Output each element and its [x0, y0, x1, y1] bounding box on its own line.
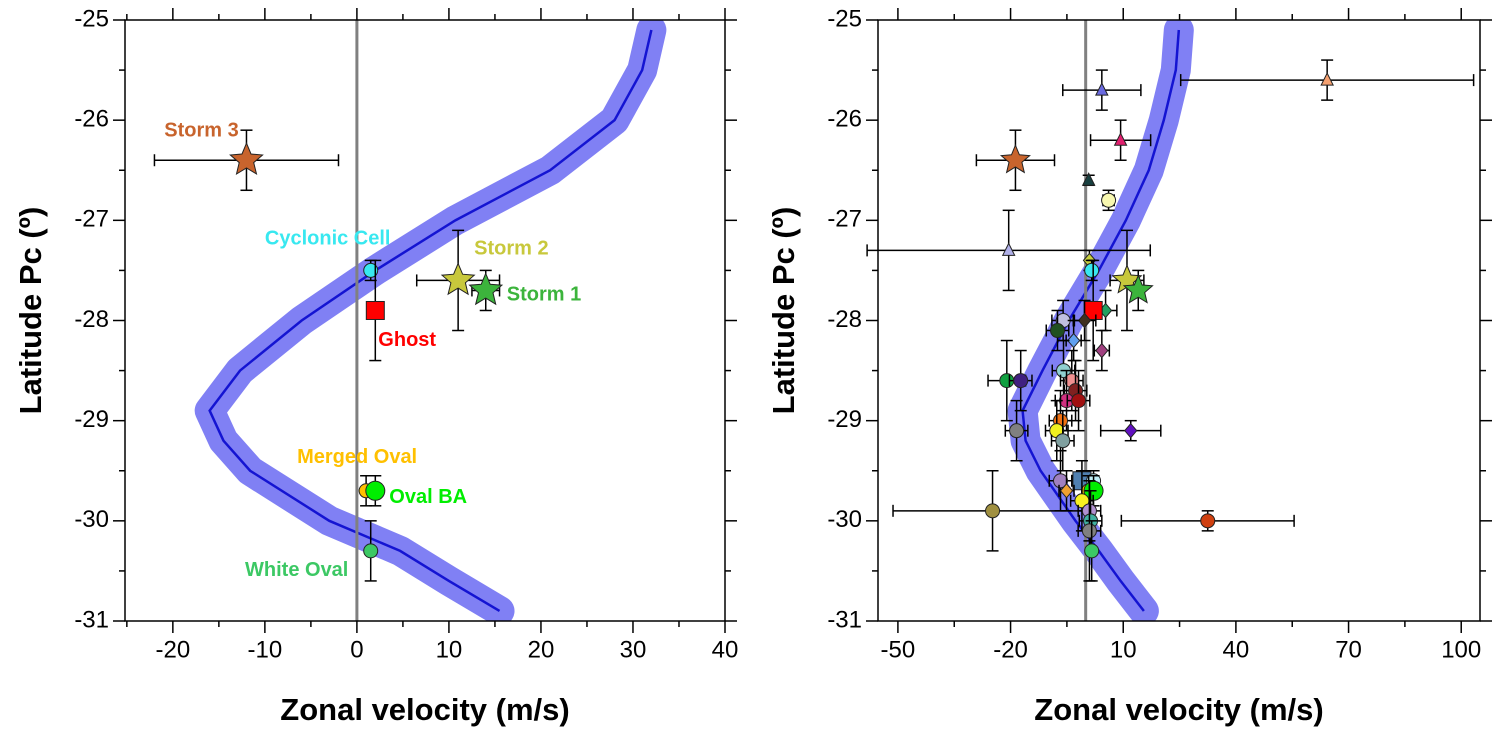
point-label: Storm 1 — [507, 284, 581, 306]
y-axis-label: Latitude Pc (º) — [13, 207, 48, 415]
circle-marker — [363, 543, 379, 559]
y-tick-label: -28 — [827, 306, 862, 333]
y-tick-label: -27 — [74, 206, 109, 233]
y-tick-label: -25 — [74, 5, 109, 32]
y-tick-label: -26 — [827, 106, 862, 133]
circle-marker — [1084, 543, 1100, 559]
diamond-marker — [1095, 342, 1109, 359]
profile-band — [194, 20, 667, 621]
x-tick-label: 10 — [436, 636, 463, 663]
circle-marker — [363, 262, 379, 278]
y-axis-label: Latitude Pc (º) — [766, 207, 801, 415]
diamond-marker — [1077, 312, 1092, 329]
x-tick-label: 40 — [712, 636, 739, 663]
circle-marker — [1053, 473, 1069, 489]
circle-marker — [1200, 513, 1216, 529]
circle-marker — [985, 503, 1001, 519]
x-tick-label: -20 — [156, 636, 191, 663]
x-tick-label: 20 — [528, 636, 555, 663]
circle-marker — [365, 480, 386, 501]
diamond-marker — [1067, 332, 1081, 349]
y-tick-label: -25 — [827, 5, 862, 32]
x-tick-label: 100 — [1441, 636, 1481, 663]
circle-marker — [1013, 373, 1029, 389]
star-marker — [440, 262, 476, 296]
point-label: Cyclonic Cell — [265, 228, 391, 250]
x-tick-label: 10 — [1110, 636, 1137, 663]
circle-marker — [1081, 523, 1097, 539]
x-tick-label: 0 — [350, 636, 363, 663]
y-tick-label: -31 — [827, 606, 862, 633]
x-tick-label: 30 — [620, 636, 647, 663]
y-tick-label: -30 — [74, 506, 109, 533]
triangle-marker — [1001, 242, 1016, 256]
profile-band — [1007, 20, 1194, 621]
point-label: White Oval — [245, 559, 348, 581]
x-tick-label: -20 — [993, 636, 1028, 663]
x-tick-label: -10 — [248, 636, 283, 663]
x-axis-label: Zonal velocity (m/s) — [280, 692, 569, 727]
circle-marker — [1101, 192, 1117, 208]
star-marker — [229, 141, 264, 176]
circle-marker — [1050, 323, 1066, 339]
point-label: Storm 3 — [164, 120, 238, 142]
plot-area — [194, 20, 667, 621]
diamond-marker — [1059, 483, 1074, 499]
star-marker — [468, 272, 504, 306]
y-tick-label: -27 — [827, 206, 862, 233]
profile-line — [208, 29, 653, 613]
y-tick-label: -29 — [74, 406, 109, 433]
x-axis-label: Zonal velocity (m/s) — [1034, 692, 1323, 727]
plot-area — [1007, 20, 1194, 621]
triangle-marker — [1081, 172, 1096, 186]
triangle-marker — [1095, 81, 1109, 96]
circle-marker — [1009, 423, 1025, 439]
star-marker — [999, 143, 1031, 174]
y-tick-label: -30 — [827, 506, 862, 533]
x-tick-label: 40 — [1223, 636, 1250, 663]
circle-marker — [1071, 393, 1087, 409]
point-label: Oval BA — [389, 486, 467, 508]
circle-marker — [1084, 262, 1100, 278]
y-tick-label: -31 — [74, 606, 109, 633]
point-label: Merged Oval — [297, 446, 417, 468]
y-tick-label: -28 — [74, 306, 109, 333]
diamond-marker — [1124, 422, 1138, 439]
triangle-marker — [1320, 71, 1334, 86]
point-label: Ghost — [378, 329, 436, 351]
x-tick-label: 70 — [1335, 636, 1362, 663]
triangle-marker — [1113, 132, 1128, 146]
square-marker — [365, 300, 385, 320]
point-label: Storm 2 — [474, 238, 548, 260]
y-tick-label: -29 — [827, 406, 862, 433]
circle-marker — [1055, 433, 1071, 449]
x-tick-label: -50 — [881, 636, 916, 663]
star-marker — [1122, 274, 1154, 304]
y-tick-label: -26 — [74, 106, 109, 133]
